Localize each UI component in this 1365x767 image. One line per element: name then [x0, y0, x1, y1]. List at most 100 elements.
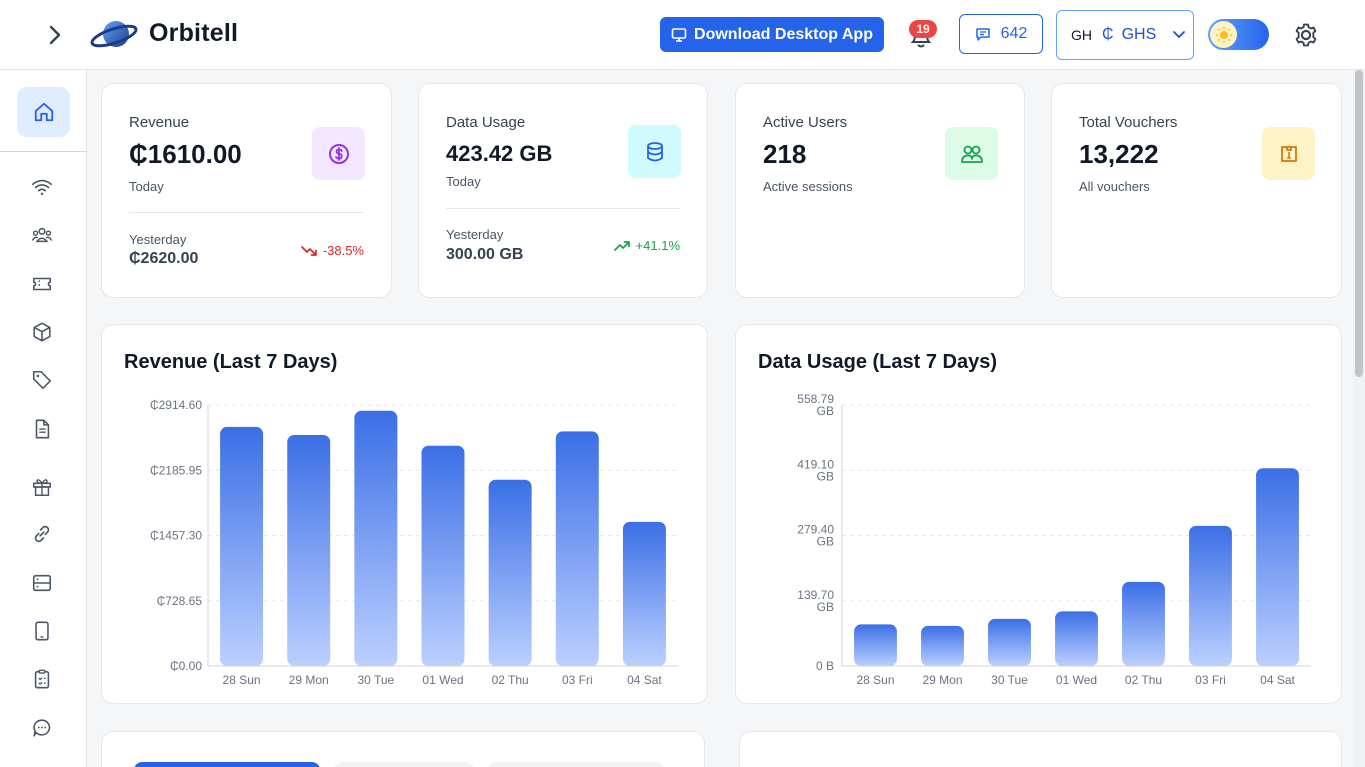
revenue-label: Revenue: [129, 114, 190, 131]
messages-button[interactable]: 642: [959, 14, 1043, 54]
revenue-yesterday-value: ₵2620.00: [129, 250, 199, 267]
sidebar-item-wifi[interactable]: [27, 172, 57, 202]
sidebar-item-reports[interactable]: [27, 664, 57, 694]
bar[interactable]: [421, 445, 465, 666]
expand-sidebar-button[interactable]: [40, 20, 70, 50]
revenue-yesterday-label: Yesterday: [129, 232, 187, 247]
x-tick-label: 29 Mon: [922, 673, 962, 687]
clipboard-icon: [34, 669, 50, 689]
ticket-icon: [32, 277, 52, 291]
settings-button[interactable]: [1292, 21, 1320, 49]
sidebar-item-servers[interactable]: [27, 568, 57, 598]
gift-icon: [33, 479, 51, 496]
trending-down-icon: [300, 245, 317, 256]
sidebar-item-tags[interactable]: [27, 365, 57, 395]
tab-second[interactable]: [334, 762, 474, 767]
bar[interactable]: [988, 618, 1031, 666]
sidebar-item-documents[interactable]: [27, 414, 57, 444]
revenue-chart-card: Revenue (Last 7 Days) ₵0.00 ₵728.65 ₵1457.…: [101, 324, 708, 704]
y-tick-label: 279.40: [797, 523, 834, 537]
x-tick-label: 04 Sat: [627, 673, 662, 687]
revenue-trend: -38.5%: [300, 243, 364, 258]
scrollbar-thumb[interactable]: [1355, 70, 1363, 377]
active-users-card: Active Users 218 Active sessions: [735, 83, 1025, 298]
x-tick-label: 03 Fri: [1195, 673, 1226, 687]
data-usage-sub: Today: [446, 174, 481, 189]
users-icon: [945, 127, 998, 180]
bar[interactable]: [220, 426, 264, 666]
data-usage-label: Data Usage: [446, 114, 526, 131]
dollar-icon: [312, 127, 365, 180]
sidebar-item-packages[interactable]: [27, 317, 57, 347]
y-tick-label: ₵1457.30: [150, 529, 202, 543]
bottom-right-card: [739, 731, 1342, 767]
bar[interactable]: [354, 410, 398, 666]
revenue-chart-title: Revenue (Last 7 Days): [124, 351, 338, 373]
y-tick-label: ₵728.65: [157, 594, 203, 608]
sidebar-item-chat[interactable]: [27, 713, 57, 743]
sidebar-item-gifts[interactable]: [27, 472, 57, 502]
sidebar: [0, 70, 87, 767]
revenue-bar-chart: ₵0.00 ₵728.65 ₵1457.30 ₵2185.95 ₵2914.60 28 S…: [150, 398, 678, 687]
data-usage-value: 423.42 GB: [446, 141, 553, 166]
tablet-icon: [35, 621, 49, 641]
bar[interactable]: [287, 434, 331, 666]
bar[interactable]: [622, 521, 666, 666]
x-tick-label: 04 Sat: [1260, 673, 1295, 687]
data-usage-divider: [446, 208, 680, 209]
data-usage-chart-card: Data Usage (Last 7 Days) 0 B 139.70 GB 279.…: [735, 324, 1342, 704]
revenue-sub: Today: [129, 179, 164, 194]
y-tick-label: ₵2185.95: [150, 463, 202, 477]
y-tick-unit: GB: [817, 469, 834, 483]
y-tick-label: ₵2914.60: [150, 398, 202, 412]
x-tick-label: 28 Sun: [856, 673, 894, 687]
bar[interactable]: [1189, 525, 1232, 666]
total-vouchers-card: Total Vouchers 13,222 All vouchers: [1051, 83, 1342, 298]
monitor-icon: [671, 27, 687, 42]
active-users-label: Active Users: [763, 114, 848, 131]
wifi-icon: [32, 179, 52, 196]
link-icon: [34, 525, 50, 543]
gear-icon: [1295, 23, 1317, 47]
active-users-sub: Active sessions: [763, 179, 853, 194]
brand-name: Orbitell: [149, 19, 239, 47]
message-icon: [975, 28, 990, 41]
database-icon: [628, 125, 681, 178]
y-tick-unit: GB: [817, 535, 834, 549]
x-tick-label: 03 Fri: [562, 673, 593, 687]
bar[interactable]: [488, 479, 532, 666]
tab-third[interactable]: [488, 762, 664, 767]
currency-country-code: GH: [1071, 27, 1092, 43]
download-desktop-app-button[interactable]: Download Desktop App: [660, 17, 884, 52]
data-usage-chart-title: Data Usage (Last 7 Days): [758, 351, 997, 373]
currency-symbol: ₵: [1102, 26, 1114, 43]
sidebar-item-home[interactable]: [17, 87, 70, 137]
total-vouchers-label: Total Vouchers: [1079, 114, 1178, 131]
bar[interactable]: [555, 431, 599, 666]
bar[interactable]: [921, 625, 964, 666]
voucher-icon: [1262, 127, 1315, 180]
package-icon: [33, 322, 51, 342]
bar[interactable]: [1256, 468, 1299, 666]
trending-up-icon: [613, 240, 630, 251]
sidebar-item-users[interactable]: [27, 220, 57, 250]
total-vouchers-value: 13,222: [1079, 139, 1159, 169]
bar[interactable]: [1122, 581, 1165, 666]
currency-selector[interactable]: GH ₵ GHS: [1056, 10, 1194, 60]
bar[interactable]: [854, 624, 897, 666]
y-tick-label: 419.10: [797, 457, 834, 471]
data-usage-yesterday-value: 300.00 GB: [446, 246, 524, 263]
chevron-down-icon: [1173, 31, 1186, 39]
sidebar-divider: [0, 151, 87, 152]
sun-icon: [1210, 21, 1237, 48]
theme-toggle[interactable]: [1208, 19, 1269, 50]
sidebar-item-links[interactable]: [27, 519, 57, 549]
data-usage-card: Data Usage 423.42 GB Today Yesterday 300…: [418, 83, 708, 298]
x-tick-label: 01 Wed: [1056, 673, 1097, 687]
sidebar-item-devices[interactable]: [27, 616, 57, 646]
sidebar-item-vouchers[interactable]: [27, 269, 57, 299]
bar[interactable]: [1055, 611, 1098, 666]
users-icon: [31, 227, 53, 243]
tab-active[interactable]: [134, 762, 320, 767]
